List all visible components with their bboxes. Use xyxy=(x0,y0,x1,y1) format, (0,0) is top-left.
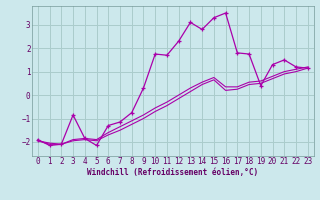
X-axis label: Windchill (Refroidissement éolien,°C): Windchill (Refroidissement éolien,°C) xyxy=(87,168,258,177)
